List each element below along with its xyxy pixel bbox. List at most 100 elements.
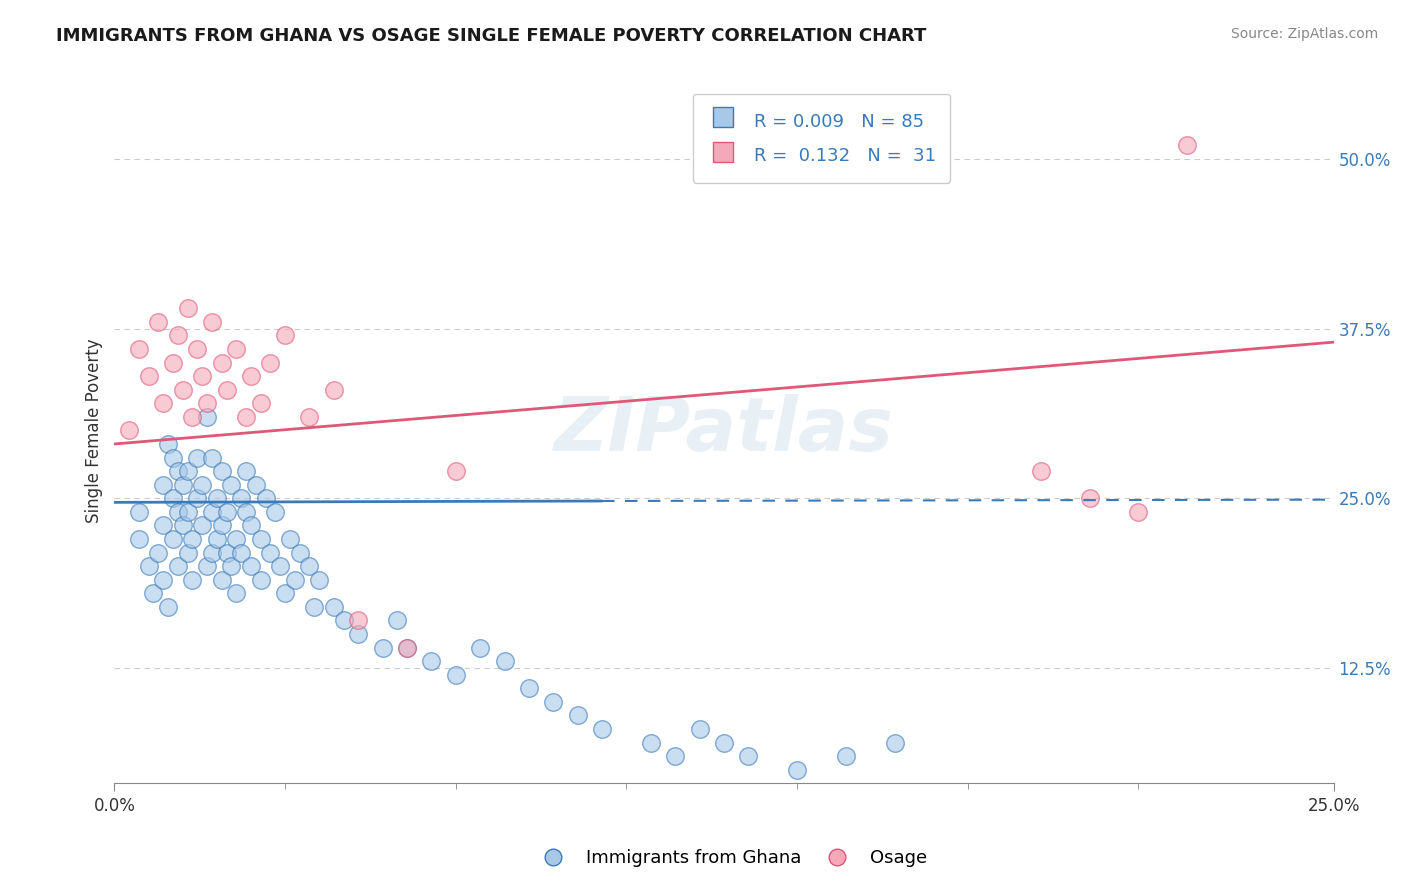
Point <box>664 749 686 764</box>
Text: Source: ZipAtlas.com: Source: ZipAtlas.com <box>1230 27 1378 41</box>
Point <box>211 355 233 369</box>
Point <box>211 464 233 478</box>
Point <box>249 396 271 410</box>
Point <box>176 545 198 559</box>
Point <box>186 450 208 465</box>
Point <box>195 559 218 574</box>
Point <box>166 505 188 519</box>
Point <box>128 532 150 546</box>
Point <box>308 573 330 587</box>
Point <box>215 383 238 397</box>
Point <box>176 464 198 478</box>
Point <box>215 545 238 559</box>
Point <box>152 477 174 491</box>
Point <box>322 383 344 397</box>
Text: ZIPatlas: ZIPatlas <box>554 394 894 467</box>
Point <box>205 491 228 506</box>
Point <box>543 695 565 709</box>
Point <box>1175 138 1198 153</box>
Point <box>215 505 238 519</box>
Point <box>1128 505 1150 519</box>
Point <box>195 409 218 424</box>
Point <box>254 491 277 506</box>
Point <box>395 640 418 655</box>
Point <box>249 573 271 587</box>
Point <box>235 505 257 519</box>
Point <box>883 736 905 750</box>
Y-axis label: Single Female Poverty: Single Female Poverty <box>86 338 103 523</box>
Point <box>201 505 224 519</box>
Point <box>231 545 253 559</box>
Point <box>162 532 184 546</box>
Point <box>211 518 233 533</box>
Point <box>221 559 243 574</box>
Point <box>157 437 180 451</box>
Point <box>264 505 287 519</box>
Point <box>128 342 150 356</box>
Point <box>181 532 204 546</box>
Point <box>201 545 224 559</box>
Point <box>191 477 214 491</box>
Point <box>162 491 184 506</box>
Point <box>186 342 208 356</box>
Point <box>157 599 180 614</box>
Point <box>304 599 326 614</box>
Point <box>298 409 321 424</box>
Point <box>201 315 224 329</box>
Point <box>235 409 257 424</box>
Legend: Immigrants from Ghana, Osage: Immigrants from Ghana, Osage <box>529 842 934 874</box>
Point <box>347 614 370 628</box>
Point <box>211 573 233 587</box>
Point <box>387 614 409 628</box>
Point <box>278 532 301 546</box>
Point <box>737 749 759 764</box>
Point <box>186 491 208 506</box>
Point <box>166 328 188 343</box>
Point <box>713 736 735 750</box>
Point <box>444 667 467 681</box>
Point <box>162 355 184 369</box>
Point <box>118 424 141 438</box>
Point <box>567 708 589 723</box>
Point <box>444 464 467 478</box>
Point <box>176 505 198 519</box>
Point <box>640 736 662 750</box>
Point <box>225 586 247 600</box>
Point <box>162 450 184 465</box>
Point <box>235 464 257 478</box>
Point <box>347 627 370 641</box>
Point <box>191 369 214 384</box>
Point <box>166 559 188 574</box>
Point <box>172 477 194 491</box>
Point <box>231 491 253 506</box>
Point <box>172 518 194 533</box>
Point <box>517 681 540 696</box>
Point <box>245 477 267 491</box>
Point <box>1078 491 1101 506</box>
Point <box>166 464 188 478</box>
Point <box>225 532 247 546</box>
Point <box>239 369 262 384</box>
Point <box>201 450 224 465</box>
Legend: R = 0.009   N = 85, R =  0.132   N =  31: R = 0.009 N = 85, R = 0.132 N = 31 <box>693 94 950 183</box>
Point <box>152 396 174 410</box>
Point <box>259 545 281 559</box>
Point <box>128 505 150 519</box>
Point <box>494 654 516 668</box>
Point <box>176 301 198 316</box>
Point <box>249 532 271 546</box>
Point <box>142 586 165 600</box>
Point <box>468 640 491 655</box>
Point <box>239 518 262 533</box>
Point <box>689 722 711 736</box>
Text: IMMIGRANTS FROM GHANA VS OSAGE SINGLE FEMALE POVERTY CORRELATION CHART: IMMIGRANTS FROM GHANA VS OSAGE SINGLE FE… <box>56 27 927 45</box>
Point <box>195 396 218 410</box>
Point <box>138 369 160 384</box>
Point <box>332 614 354 628</box>
Point <box>181 409 204 424</box>
Point <box>138 559 160 574</box>
Point <box>239 559 262 574</box>
Point <box>148 315 170 329</box>
Point <box>152 518 174 533</box>
Point <box>395 640 418 655</box>
